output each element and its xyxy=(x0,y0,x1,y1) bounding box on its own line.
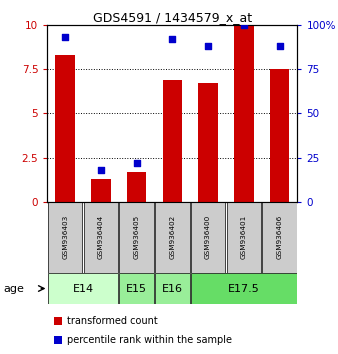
Text: E16: E16 xyxy=(162,284,183,293)
Bar xyxy=(227,202,261,273)
Bar xyxy=(155,273,190,304)
Bar xyxy=(262,202,297,273)
Text: GSM936405: GSM936405 xyxy=(134,215,140,259)
Point xyxy=(98,167,104,173)
Text: GSM936403: GSM936403 xyxy=(62,215,68,259)
Point xyxy=(241,22,246,28)
Text: GSM936406: GSM936406 xyxy=(276,215,283,259)
Text: E15: E15 xyxy=(126,284,147,293)
Bar xyxy=(55,55,75,202)
Bar xyxy=(234,25,254,202)
Bar xyxy=(155,202,190,273)
Bar xyxy=(84,202,118,273)
Point xyxy=(277,43,282,49)
Bar xyxy=(191,202,225,273)
Bar xyxy=(120,202,154,273)
Text: percentile rank within the sample: percentile rank within the sample xyxy=(67,335,232,345)
Point xyxy=(134,160,139,166)
Text: GSM936401: GSM936401 xyxy=(241,215,247,259)
Point xyxy=(63,34,68,40)
Bar xyxy=(48,273,118,304)
Bar xyxy=(163,80,182,202)
Bar xyxy=(48,202,82,273)
Text: GSM936402: GSM936402 xyxy=(169,215,175,259)
Bar xyxy=(191,273,297,304)
Text: E17.5: E17.5 xyxy=(228,284,260,293)
Bar xyxy=(127,172,146,202)
Text: GSM936404: GSM936404 xyxy=(98,215,104,259)
Bar xyxy=(270,69,289,202)
Point xyxy=(206,43,211,49)
Bar xyxy=(198,83,218,202)
Point xyxy=(170,36,175,42)
Title: GDS4591 / 1434579_x_at: GDS4591 / 1434579_x_at xyxy=(93,11,252,24)
Bar xyxy=(91,179,111,202)
Text: GSM936400: GSM936400 xyxy=(205,215,211,259)
Text: transformed count: transformed count xyxy=(67,316,157,326)
Text: age: age xyxy=(3,284,24,293)
Text: E14: E14 xyxy=(72,284,94,293)
Bar xyxy=(120,273,154,304)
